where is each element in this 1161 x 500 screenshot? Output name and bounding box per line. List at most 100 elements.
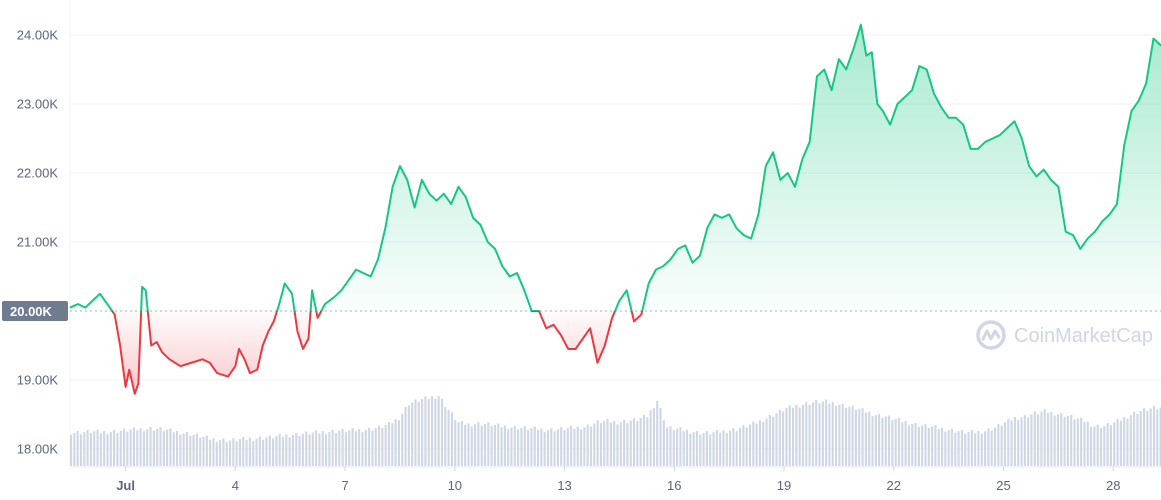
volume-bar [305,431,308,466]
volume-bar [470,426,473,466]
volume-bar [447,410,450,466]
volume-bar [987,428,990,466]
volume-bar [888,415,891,466]
volume-bar [225,442,228,466]
volume-bar [858,408,861,466]
volume-bar [931,426,934,466]
volume-bar [179,434,182,466]
volume-bar [235,441,238,466]
volume-bar [1046,413,1050,466]
volume-bar [1129,415,1132,466]
volume-bar [222,438,225,466]
volume-bar [1113,422,1116,466]
volume-bar [1090,426,1093,466]
volume-bar [755,423,758,466]
coinmarketcap-watermark: CoinMarketCap [976,320,1153,350]
y-tick-label: 21.00K [17,235,59,250]
volume-bar [950,428,954,466]
volume-bar [1149,408,1152,466]
volume-bar [361,432,364,466]
x-tick-label: 22 [887,478,901,493]
volume-bar [702,432,705,466]
volume-bar [351,428,354,466]
volume-bar [354,431,357,466]
volume-bar [1056,414,1060,466]
volume-bar [1040,411,1043,466]
volume-bar [212,438,215,466]
volume-bar [139,428,142,466]
volume-bar [195,433,198,466]
volume-bar [262,439,265,466]
volume-bar [272,438,275,466]
volume-bar [1096,424,1099,466]
price-area [70,24,1161,394]
volume-bar [219,440,222,466]
volume-bar [967,431,970,466]
volume-bar [815,400,818,466]
volume-bar [103,431,106,466]
volume-bar [192,434,195,466]
volume-bar [818,403,821,466]
volume-bar [248,437,251,466]
x-tick-label: 19 [777,478,791,493]
volume-bar [533,426,536,466]
volume-bar [609,422,612,466]
volume-bar [404,406,407,466]
volume-bar [868,411,871,466]
volume-bar [738,428,742,466]
volume-bar [328,432,331,466]
volume-bar [258,436,261,466]
y-tick-label: 19.00K [17,373,59,388]
volume-bar [821,401,824,466]
volume-bar [894,419,897,466]
volume-bar [513,425,516,466]
volume-bar [255,438,258,466]
volume-bar [464,424,467,466]
volume-bar [695,430,699,466]
volume-bar [851,405,854,466]
volume-bar [152,430,155,466]
volume-bar [831,402,834,466]
volume-bar [523,426,526,466]
volume-bar [775,413,778,466]
coinmarketcap-logo-icon [976,320,1006,350]
volume-bar [331,429,334,466]
volume-bar [424,396,427,466]
volume-bar [1152,406,1156,466]
x-tick-label: 25 [996,478,1010,493]
volume-bar [411,402,414,466]
volume-bar [1080,417,1083,466]
volume-bar [980,433,983,466]
volume-bar [517,429,520,466]
volume-bar [735,431,738,466]
volume-bar [546,430,550,466]
volume-bar [825,399,828,466]
volume-bar [76,430,79,466]
volume-bar [364,429,367,466]
volume-bar [126,431,129,466]
volume-bar [576,426,579,466]
volume-bar [1023,414,1026,466]
x-tick-label: 7 [341,478,348,493]
volume-bar [89,433,92,466]
volume-bar [960,429,963,466]
volume-bar [265,437,268,466]
x-tick-label: Jul [116,478,135,493]
volume-bar [232,438,235,466]
volume-bar [1053,415,1056,466]
volume-bar [901,422,904,466]
volume-bar [586,424,589,466]
volume-bar [616,424,619,466]
volume-bar [970,430,973,466]
volume-bars [70,396,1161,466]
volume-bar [550,428,553,466]
volume-bar [725,433,728,466]
volume-bar [394,419,397,466]
volume-bar [606,418,609,466]
volume-bar [626,423,629,466]
volume-bar [911,424,914,466]
volume-bar [580,429,583,466]
volume-bar [93,431,96,466]
volume-bar [1076,418,1079,466]
